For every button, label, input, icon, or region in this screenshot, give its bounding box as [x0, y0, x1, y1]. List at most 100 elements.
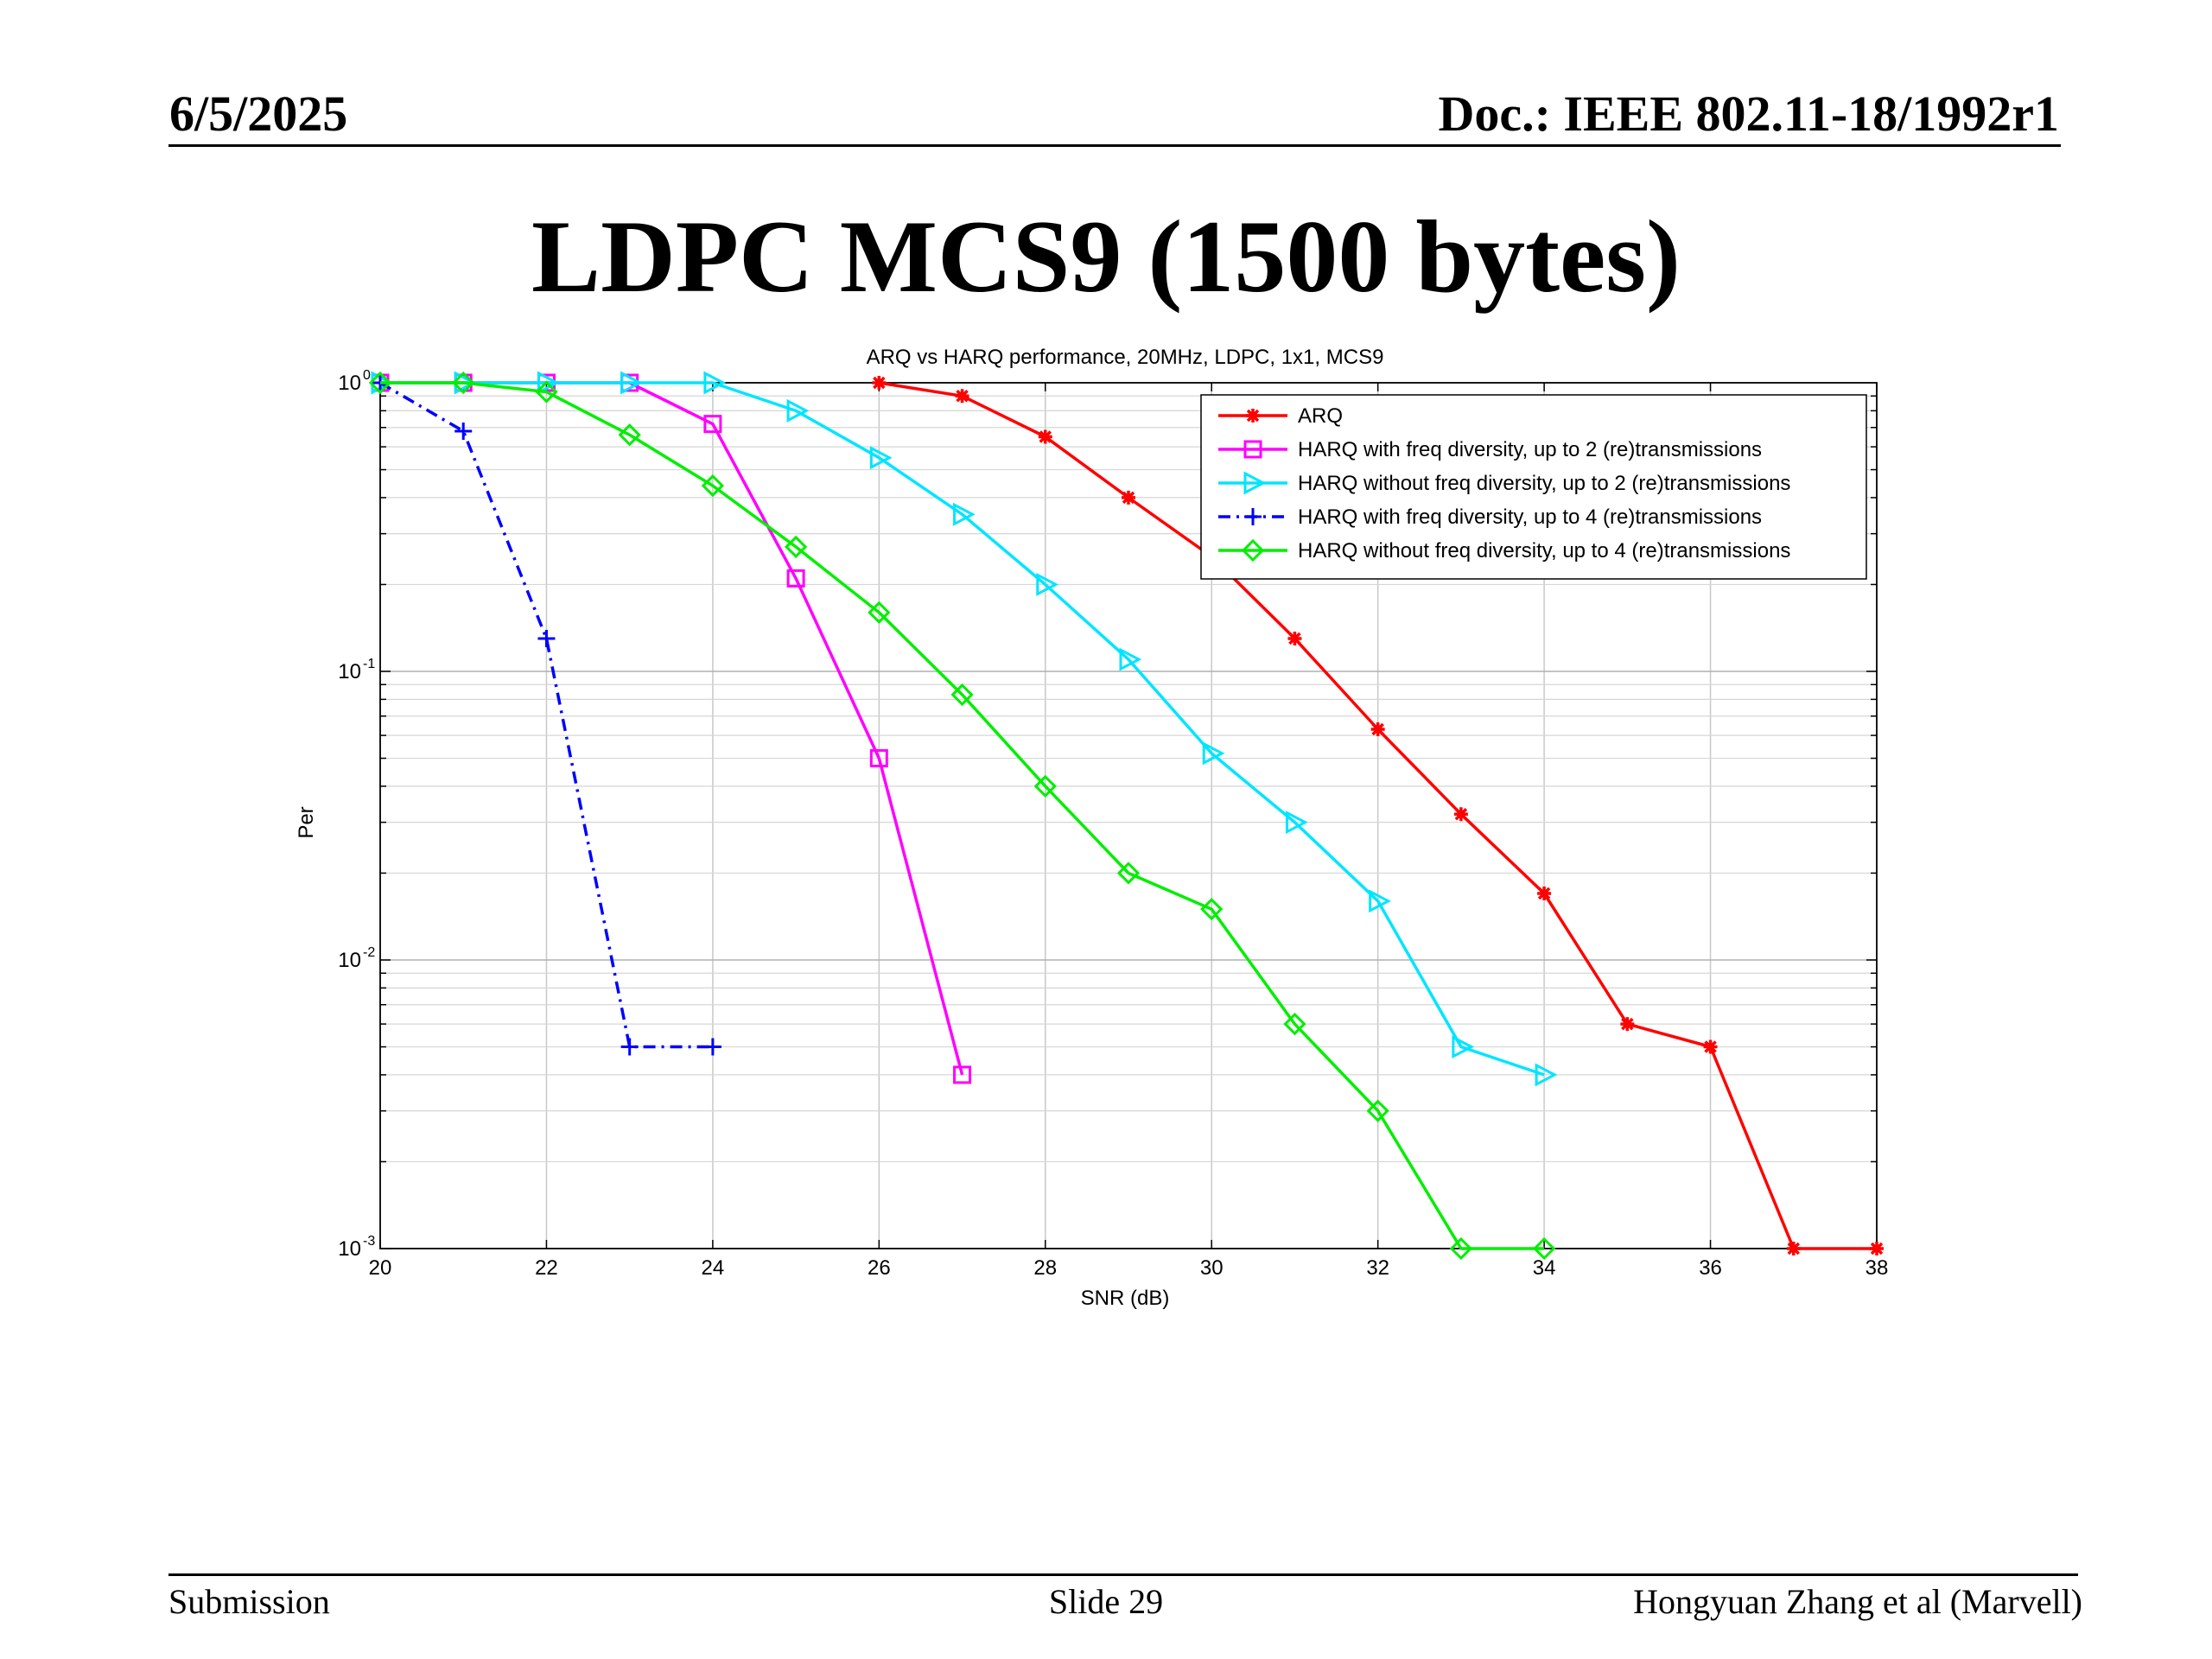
series-2: [371, 373, 972, 1084]
data-point: [1243, 440, 1262, 459]
data-point: [869, 749, 888, 768]
legend-label: HARQ with freq diversity, up to 2 (re)tr…: [1298, 438, 1762, 461]
y-tick-label-exponent: -1: [363, 657, 375, 671]
data-point: [1287, 631, 1302, 645]
data-point: [368, 371, 392, 395]
data-point: [1202, 741, 1225, 766]
header-doc-id: Doc.: IEEE 802.11-18/1992r1: [1438, 86, 2059, 142]
x-tick-label: 24: [702, 1256, 725, 1280]
data-point: [1703, 1039, 1718, 1054]
legend-label: HARQ without freq diversity, up to 4 (re…: [1298, 539, 1790, 563]
data-point: [1452, 1035, 1475, 1059]
data-point: [1116, 861, 1141, 885]
data-point: [1036, 572, 1059, 596]
y-tick-label-base: 10: [338, 660, 361, 683]
y-tick-label: 10 -3: [338, 1234, 375, 1261]
data-point: [786, 398, 810, 423]
data-point: [1786, 1242, 1801, 1255]
y-tick-label-base: 10: [338, 1237, 361, 1261]
y-tick-label: 10 -2: [338, 945, 375, 972]
footer-rule: [168, 1573, 2078, 1576]
data-point: [620, 371, 643, 395]
plot-frame: [379, 382, 1878, 1249]
data-point: [1119, 647, 1142, 671]
data-point: [1449, 1236, 1473, 1261]
data-point: [1283, 1012, 1306, 1036]
x-tick-label: 20: [369, 1256, 392, 1280]
header-date: 6/5/2025: [169, 86, 348, 142]
data-point: [869, 446, 893, 470]
data-point: [784, 535, 808, 559]
chart-legend: ARQ HARQ with freq diversity, up to 2 (re…: [1200, 394, 1867, 580]
data-point: [953, 1065, 972, 1084]
x-tick-label: 26: [868, 1256, 891, 1280]
data-point: [1537, 887, 1552, 901]
chart-series: [368, 371, 1884, 1261]
legend-item: HARQ without freq diversity, up to 2 (re…: [1218, 471, 1790, 495]
y-tick-label-base: 10: [338, 949, 361, 972]
data-point: [1243, 471, 1267, 495]
y-tick-label-exponent: -2: [363, 945, 375, 960]
data-point: [1033, 774, 1057, 798]
series-5: [368, 371, 1556, 1261]
data-point: [703, 1038, 721, 1056]
footer-slide-number: Slide 29: [1048, 1582, 1164, 1621]
data-point: [1244, 508, 1262, 525]
legend-item: HARQ without freq diversity, up to 4 (re…: [1218, 538, 1790, 563]
data-point: [1246, 409, 1260, 423]
series-line: [380, 381, 1545, 1077]
x-tick-label: 30: [1200, 1256, 1224, 1280]
data-point: [703, 371, 727, 395]
series-1: [872, 376, 1884, 1255]
data-point: [1870, 1242, 1884, 1255]
data-point: [1366, 1099, 1389, 1122]
data-point: [537, 371, 560, 395]
legend-label: ARQ: [1298, 404, 1343, 428]
chart-title: ARQ vs HARQ performance, 20MHz, LDPC, 1x…: [867, 346, 1384, 369]
data-point: [535, 380, 558, 404]
legend-item: HARQ with freq diversity, up to 2 (re)tr…: [1218, 438, 1762, 461]
legend-item: HARQ with freq diversity, up to 4 (re)tr…: [1218, 505, 1762, 529]
data-point: [1370, 722, 1385, 737]
series-line: [380, 381, 1545, 1250]
x-tick-label: 36: [1699, 1256, 1722, 1280]
data-point: [953, 502, 976, 526]
data-point: [1241, 538, 1265, 563]
series-line: [379, 381, 713, 1049]
data-point: [701, 474, 725, 498]
data-point: [786, 569, 805, 588]
x-axis-label: SNR (dB): [1081, 1287, 1170, 1310]
data-point: [1620, 1017, 1635, 1032]
data-point: [454, 422, 473, 440]
y-tick-label-exponent: 0: [363, 368, 371, 383]
data-point: [872, 376, 887, 390]
data-point: [1200, 898, 1224, 921]
y-tick-label: 10 0: [338, 368, 371, 395]
data-point: [1038, 429, 1052, 444]
y-tick-label-base: 10: [338, 372, 361, 395]
data-point: [620, 1038, 639, 1056]
x-tick-label: 38: [1866, 1256, 1889, 1280]
footer-author: Hongyuan Zhang et al (Marvell): [1633, 1582, 2082, 1621]
data-point: [1535, 1063, 1558, 1087]
data-point: [955, 389, 969, 404]
data-point: [703, 415, 722, 434]
data-point: [537, 629, 556, 647]
legend-box: [1200, 394, 1867, 580]
data-point: [868, 601, 891, 624]
series-line: [380, 381, 964, 1076]
legend-label: HARQ with freq diversity, up to 4 (re)tr…: [1298, 505, 1762, 529]
y-tick-label-exponent: -3: [363, 1234, 375, 1249]
footer-submission: Submission: [168, 1582, 330, 1621]
slide-title: LDPC MCS9 (1500 bytes): [531, 199, 1681, 314]
data-point: [1532, 1236, 1556, 1261]
legend-label: HARQ without freq diversity, up to 2 (re…: [1298, 472, 1790, 495]
x-tick-label: 32: [1366, 1256, 1389, 1280]
y-axis-label: Per: [295, 806, 318, 838]
data-point: [452, 371, 475, 395]
y-tick-label: 10 -1: [338, 657, 375, 683]
x-tick-label: 34: [1533, 1256, 1556, 1280]
